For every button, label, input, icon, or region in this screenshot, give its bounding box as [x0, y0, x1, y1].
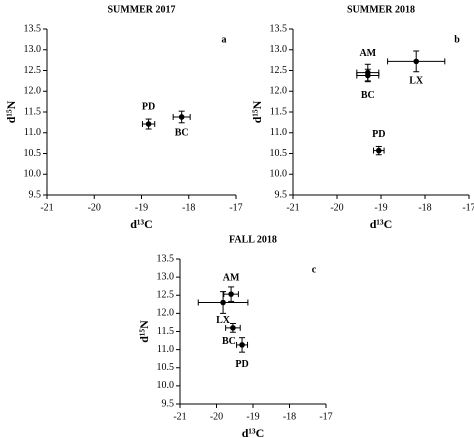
x-tick-label: -17: [229, 202, 242, 213]
y-tick-label: 13.5: [270, 23, 288, 34]
point-label: AM: [223, 272, 240, 283]
y-tick-label: 11.5: [270, 106, 287, 117]
y-tick-label: 13.0: [157, 271, 175, 282]
y-tick-label: 12.0: [24, 86, 42, 97]
y-axis-label: d¹⁵N: [4, 100, 18, 123]
point-label: BC: [361, 90, 375, 101]
x-tick-label: -18: [283, 411, 296, 422]
y-tick-label: 11.0: [24, 127, 41, 138]
x-tick-label: -18: [182, 202, 195, 213]
point: [178, 114, 185, 120]
chart-title: SUMMER 2017: [107, 4, 175, 15]
point-label: PD: [235, 359, 248, 370]
y-tick-label: 12.0: [270, 86, 288, 97]
y-tick-label: 12.0: [157, 308, 175, 319]
panel-label: c: [312, 264, 317, 275]
point-label: AM: [359, 48, 376, 59]
point: [376, 147, 382, 154]
y-tick-label: 13.5: [157, 253, 175, 264]
point: [220, 299, 226, 306]
point-label: BC: [222, 336, 236, 347]
point-label: BC: [175, 127, 189, 138]
y-tick-label: 10.0: [270, 169, 288, 180]
y-axis-label: d¹⁵N: [137, 320, 151, 343]
point: [228, 291, 234, 297]
x-tick-label: -20: [330, 202, 343, 213]
point-label: LX: [216, 315, 231, 326]
y-tick-label: 10.5: [157, 362, 175, 373]
x-tick-label: -18: [418, 202, 431, 213]
x-axis-label: d¹³C: [130, 217, 153, 231]
point: [413, 58, 420, 65]
y-tick-label: 9.5: [275, 189, 288, 200]
x-tick-label: -21: [286, 202, 299, 213]
x-axis-label: d¹³C: [242, 426, 265, 438]
point: [230, 325, 236, 331]
y-tick-label: 13.0: [24, 44, 42, 55]
x-axis-label: d¹³C: [370, 217, 393, 231]
x-tick-label: -20: [88, 202, 101, 213]
y-tick-label: 13.5: [24, 23, 42, 34]
y-tick-label: 12.5: [24, 65, 42, 76]
panel-label: b: [454, 34, 460, 45]
x-tick-label: -21: [40, 202, 53, 213]
point-label: PD: [142, 101, 155, 112]
y-axis-label: d¹⁵N: [250, 100, 264, 123]
y-tick-label: 10.0: [157, 380, 175, 391]
y-tick-label: 13.0: [270, 44, 288, 55]
y-tick-label: 12.5: [157, 290, 175, 301]
point: [239, 342, 245, 348]
y-tick-label: 11.5: [157, 326, 174, 337]
x-tick-label: -17: [319, 411, 332, 422]
y-tick-label: 10.5: [24, 148, 42, 159]
y-tick-label: 12.5: [270, 65, 288, 76]
x-tick-label: -21: [173, 411, 186, 422]
y-tick-label: 11.5: [24, 106, 41, 117]
y-tick-label: 10.5: [270, 148, 288, 159]
point-label: PD: [372, 129, 385, 140]
point-label: LX: [409, 76, 424, 87]
panel-label: a: [222, 34, 227, 45]
point: [365, 72, 371, 79]
x-tick-label: -19: [246, 411, 259, 422]
point: [145, 121, 152, 127]
y-tick-label: 11.0: [270, 127, 287, 138]
x-tick-label: -19: [374, 202, 387, 213]
y-tick-label: 9.5: [29, 189, 42, 200]
y-tick-label: 9.5: [162, 398, 175, 409]
y-tick-label: 10.0: [24, 169, 42, 180]
x-tick-label: -17: [462, 202, 474, 213]
x-tick-label: -19: [135, 202, 148, 213]
x-tick-label: -20: [210, 411, 223, 422]
chart-title: FALL 2018: [229, 234, 277, 245]
y-tick-label: 11.0: [157, 344, 174, 355]
chart-title: SUMMER 2018: [347, 4, 415, 15]
